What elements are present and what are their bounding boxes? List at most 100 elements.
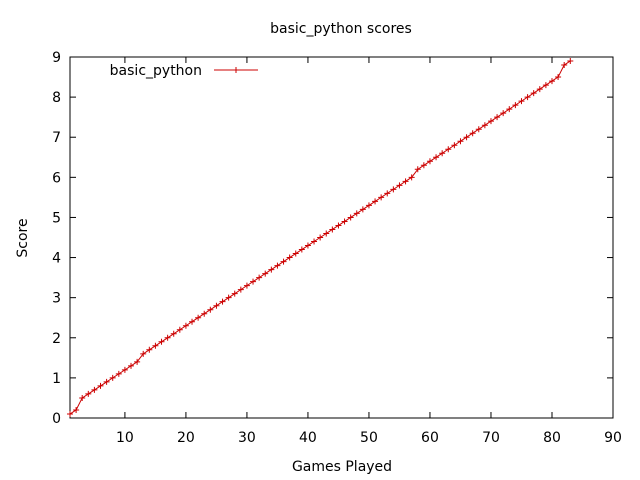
- data-point: [237, 286, 244, 293]
- y-tick-label: 7: [52, 130, 61, 146]
- data-point: [262, 270, 269, 277]
- data-point: [170, 330, 177, 337]
- data-point: [402, 178, 409, 185]
- data-point: [207, 306, 214, 313]
- data-point: [494, 114, 501, 121]
- data-point: [372, 198, 379, 205]
- data-point: [426, 158, 433, 165]
- data-point: [487, 118, 494, 125]
- data-point: [256, 274, 263, 281]
- data-point: [548, 78, 555, 85]
- data-point: [250, 278, 257, 285]
- data-point: [97, 382, 104, 389]
- data-point: [231, 290, 238, 297]
- data-point: [140, 350, 147, 357]
- chart-title: basic_python scores: [270, 21, 412, 37]
- data-point: [103, 378, 110, 385]
- data-point: [323, 230, 330, 237]
- data-point: [121, 366, 128, 373]
- data-point: [292, 250, 299, 257]
- data-point: [164, 334, 171, 341]
- data-point: [353, 210, 360, 217]
- data-point: [378, 194, 385, 201]
- data-point: [359, 206, 366, 213]
- y-tick-label: 2: [52, 331, 61, 347]
- data-point: [542, 82, 549, 89]
- data-point: [396, 182, 403, 189]
- y-tick-label: 6: [52, 170, 61, 186]
- data-point: [445, 146, 452, 153]
- data-point: [384, 190, 391, 197]
- data-point: [341, 218, 348, 225]
- x-tick-label: 10: [116, 430, 134, 446]
- y-tick-label: 4: [52, 251, 61, 267]
- data-point: [439, 150, 446, 157]
- y-tick-label: 9: [52, 50, 61, 66]
- data-point: [457, 138, 464, 145]
- data-point: [536, 86, 543, 93]
- x-tick-label: 80: [543, 430, 561, 446]
- x-axis-label: Games Played: [292, 459, 392, 475]
- data-point: [182, 322, 189, 329]
- data-point: [518, 98, 525, 105]
- data-point: [506, 106, 513, 113]
- data-point: [274, 262, 281, 269]
- data-point: [176, 326, 183, 333]
- x-tick-label: 60: [421, 430, 439, 446]
- data-point: [85, 390, 92, 397]
- data-point: [280, 258, 287, 265]
- x-tick-label: 30: [238, 430, 256, 446]
- data-point: [433, 154, 440, 161]
- data-point: [555, 74, 562, 81]
- legend-marker: [233, 67, 239, 73]
- data-point: [189, 318, 196, 325]
- data-point: [414, 166, 421, 173]
- axis-ticks: 0 1 2 3 4 5 6 7 8 9 10 20 30 40 50 60 70 80 90: [52, 50, 622, 446]
- data-point: [146, 346, 153, 353]
- data-point: [134, 358, 141, 365]
- data-point: [512, 102, 519, 109]
- data-point: [561, 62, 568, 69]
- plot-frame: [69, 56, 614, 419]
- data-point: [317, 234, 324, 241]
- data-point: [201, 310, 208, 317]
- data-point: [524, 94, 531, 101]
- data-point: [152, 342, 159, 349]
- data-point: [268, 266, 275, 273]
- data-point: [195, 314, 202, 321]
- data-point: [298, 246, 305, 253]
- data-point: [500, 110, 507, 117]
- y-tick-label: 5: [52, 210, 61, 226]
- data-point: [286, 254, 293, 261]
- data-point: [73, 406, 80, 413]
- data-point: [481, 122, 488, 129]
- data-point: [304, 242, 311, 249]
- data-point: [469, 130, 476, 137]
- data-point: [67, 410, 73, 417]
- data-point: [91, 386, 98, 393]
- data-point: [475, 126, 482, 133]
- data-point: [219, 298, 226, 305]
- data-point: [79, 394, 86, 401]
- x-tick-label: 20: [177, 430, 195, 446]
- data-point: [213, 302, 220, 309]
- x-tick-label: 40: [299, 430, 317, 446]
- data-point: [109, 374, 116, 381]
- x-tick-label: 70: [482, 430, 500, 446]
- data-point: [329, 226, 336, 233]
- x-tick-label: 90: [604, 430, 622, 446]
- x-tick-label: 50: [360, 430, 378, 446]
- data-point: [365, 202, 372, 209]
- y-tick-label: 8: [52, 90, 61, 106]
- data-point: [347, 214, 354, 221]
- y-tick-label: 0: [52, 411, 61, 427]
- data-point: [225, 294, 232, 301]
- y-tick-label: 3: [52, 291, 61, 307]
- data-point: [530, 90, 537, 97]
- legend: basic_python: [110, 63, 258, 79]
- data-point: [243, 282, 250, 289]
- y-tick-label: 1: [52, 371, 61, 387]
- data-point: [311, 238, 318, 245]
- series-layer: [67, 58, 574, 417]
